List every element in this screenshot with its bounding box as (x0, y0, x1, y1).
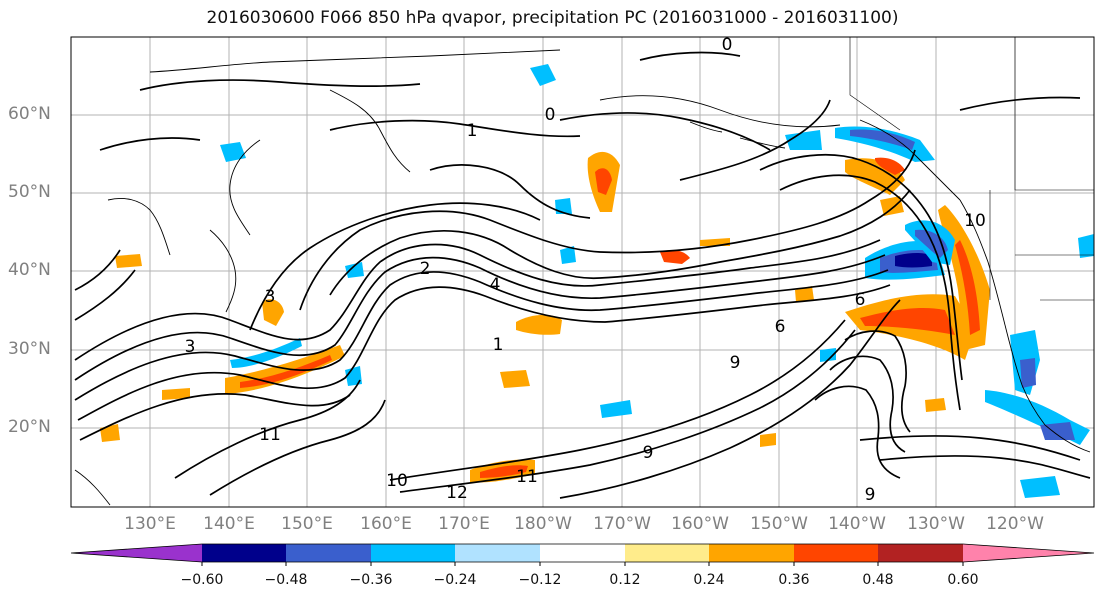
contour-label: 12 (446, 483, 468, 503)
lon-label: 140°E (203, 514, 255, 534)
contour-label: 4 (490, 275, 501, 295)
state-borders (849, 37, 1094, 301)
lon-label: 150°E (281, 514, 333, 534)
map-title: 2016030600 F066 850 hPa qvapor, precipit… (206, 8, 899, 28)
contour-label: 10 (964, 211, 986, 231)
colorbar-tick-label: −0.36 (349, 572, 393, 588)
gridlines (71, 37, 1094, 507)
lon-label: 170°E (438, 514, 490, 534)
lon-label: 120°W (986, 514, 1044, 534)
colorbar-tick-label: 0.48 (862, 572, 894, 588)
lon-label: 160°W (671, 514, 729, 534)
contour-label: 10 (386, 471, 408, 491)
lat-label: 20°N (8, 417, 51, 437)
contour-label: 3 (265, 287, 276, 307)
lon-label: 130°E (124, 514, 176, 534)
contour-label: 1 (493, 335, 504, 355)
contour-label: 2 (420, 259, 431, 279)
colorbar-tick-label: 0.12 (609, 572, 641, 588)
lon-label: 150°W (750, 514, 808, 534)
colorbar-tick-label: −0.60 (180, 572, 224, 588)
contour-label: 0 (722, 35, 733, 55)
contour-label: 0 (545, 105, 556, 125)
colorbar-tick-label: 0.24 (693, 572, 725, 588)
lat-label: 30°N (8, 339, 51, 359)
contour-label: 3 (185, 337, 196, 357)
lat-label: 50°N (8, 182, 51, 202)
contour-label: 11 (259, 425, 281, 445)
lon-label: 160°E (360, 514, 412, 534)
lon-label: 170°W (593, 514, 651, 534)
contour-label: 9 (730, 353, 741, 373)
lat-label: 40°N (8, 260, 51, 280)
contour-label: 6 (855, 290, 866, 310)
contour-label: 9 (643, 443, 654, 463)
colorbar-tick-label: −0.24 (433, 572, 477, 588)
contour-label: 11 (516, 467, 538, 487)
qvapor-contours (74, 51, 1091, 499)
colorbar-tick-label: 0.60 (947, 572, 979, 588)
lat-label: 60°N (8, 104, 51, 124)
contour-label: 1 (467, 121, 478, 141)
contour-label: 6 (775, 317, 786, 337)
lon-label: 140°W (828, 514, 886, 534)
map-frame (70, 36, 1095, 508)
colorbar-tick-label: −0.48 (264, 572, 308, 588)
lon-label: 130°W (907, 514, 965, 534)
lon-label: 180°W (514, 514, 572, 534)
colorbar-tick-label: 0.36 (778, 572, 810, 588)
colorbar-tick-label: −0.12 (518, 572, 562, 588)
contour-label: 9 (865, 485, 876, 505)
coastlines (74, 49, 1091, 506)
